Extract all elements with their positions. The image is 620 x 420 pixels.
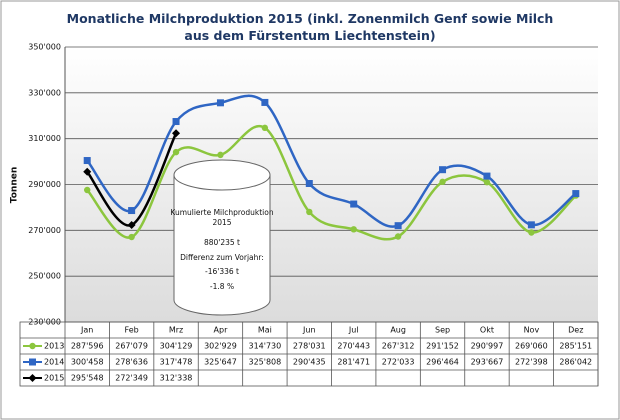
point xyxy=(216,99,224,107)
table-value: 300'458 xyxy=(71,358,104,367)
table-value: 272'398 xyxy=(515,358,548,367)
table-value: 304'129 xyxy=(160,342,193,351)
point xyxy=(261,124,269,132)
annotation-text: 880'235 t xyxy=(204,238,240,247)
x-tick-label: Sep xyxy=(435,326,450,335)
annotation-text: 2015 xyxy=(212,218,231,227)
point xyxy=(127,220,136,229)
table-value: 278'636 xyxy=(115,358,148,367)
point xyxy=(83,157,91,165)
point xyxy=(394,222,402,230)
table-value: 317'478 xyxy=(160,358,193,367)
table-value: 291'152 xyxy=(426,342,459,351)
point xyxy=(29,342,36,350)
point xyxy=(483,179,491,186)
table-value: 269'060 xyxy=(515,342,548,351)
x-tick-label: Jul xyxy=(348,326,359,335)
table-value: 287'596 xyxy=(71,342,104,351)
y-tick-label: 330'000 xyxy=(28,88,61,97)
legend-label: 2015 xyxy=(44,374,64,383)
table-value: 314'730 xyxy=(249,342,282,351)
series-line xyxy=(86,124,577,241)
table-value: 267'312 xyxy=(382,342,415,351)
point xyxy=(350,226,357,233)
table-value: 325'647 xyxy=(204,358,237,367)
point xyxy=(172,129,181,138)
point xyxy=(28,374,37,382)
point xyxy=(84,186,91,194)
table-value: 302'929 xyxy=(204,342,237,351)
table-value: 278'031 xyxy=(293,342,326,351)
table-value: 296'464 xyxy=(426,358,459,367)
table-value: 270'443 xyxy=(337,342,370,351)
legend-label: 2014 xyxy=(44,358,64,367)
annotation-text: -16'336 t xyxy=(205,267,239,276)
x-tick-label: Okt xyxy=(480,326,494,335)
x-tick-label: Dez xyxy=(568,326,583,335)
point xyxy=(128,233,135,241)
x-tick-label: Nov xyxy=(524,326,540,335)
cylinder-top xyxy=(173,159,271,191)
y-tick-label: 350'000 xyxy=(28,43,61,52)
x-tick-label: Aug xyxy=(390,326,406,335)
table-value: 267'079 xyxy=(115,342,148,351)
point xyxy=(439,178,446,186)
table-value: 272'349 xyxy=(115,374,148,383)
table-value: 286'042 xyxy=(559,358,592,367)
point xyxy=(261,98,269,106)
table-value: 281'471 xyxy=(337,358,370,367)
table-value: 295'548 xyxy=(71,374,104,383)
cylinder-body xyxy=(173,174,271,316)
x-tick-label: Jan xyxy=(80,326,93,335)
table-value: 290'435 xyxy=(293,358,326,367)
legend-label: 2013 xyxy=(44,342,64,351)
point xyxy=(483,172,491,180)
table-value: 285'151 xyxy=(559,342,592,351)
table-value: 293'667 xyxy=(471,358,504,367)
x-tick-label: Mrz xyxy=(169,326,183,335)
x-tick-label: Mai xyxy=(258,326,272,335)
x-tick-label: Apr xyxy=(214,326,229,335)
point xyxy=(305,180,313,188)
annotation-text: Differenz zum Vorjahr: xyxy=(180,253,264,262)
x-tick-label: Feb xyxy=(125,326,139,335)
y-tick-label: 250'000 xyxy=(28,272,61,281)
point xyxy=(350,200,358,208)
x-tick-label: Jun xyxy=(302,326,316,335)
point xyxy=(29,358,36,366)
table-value: 290'997 xyxy=(471,342,504,351)
point xyxy=(572,190,580,198)
data-table: Jan Feb Mrz Apr Mai Jun Jul Aug Sep Okt Nov Dez 2013… xyxy=(19,321,599,387)
y-tick-label: 290'000 xyxy=(28,180,61,189)
table-value: 312'338 xyxy=(160,374,193,383)
table-value: 272'033 xyxy=(382,358,415,367)
series xyxy=(83,94,580,230)
annotation-text: -1.8 % xyxy=(210,282,234,291)
point xyxy=(439,166,447,174)
point xyxy=(172,148,180,156)
y-tick-label: 310'000 xyxy=(28,134,61,143)
point xyxy=(128,207,136,215)
point xyxy=(306,208,313,216)
point xyxy=(527,221,535,229)
y-axis-label: Tonnen xyxy=(10,167,20,203)
point xyxy=(217,151,224,159)
series xyxy=(83,129,181,229)
point xyxy=(394,233,402,240)
point xyxy=(83,167,92,176)
point xyxy=(528,229,535,236)
y-tick-label: 270'000 xyxy=(28,226,61,235)
point xyxy=(172,118,180,126)
annotation-text: Kumulierte Milchproduktion xyxy=(170,208,273,217)
chart-title: Monatliche Milchproduktion 2015 (inkl. Z… xyxy=(66,11,554,43)
series xyxy=(84,124,579,241)
table-value: 325'808 xyxy=(249,358,282,367)
